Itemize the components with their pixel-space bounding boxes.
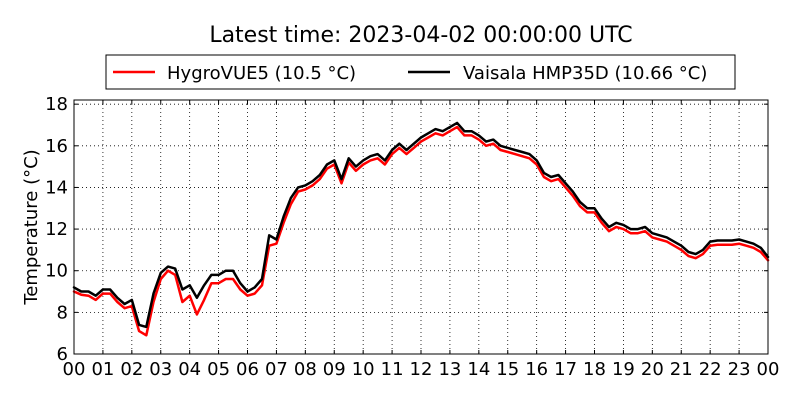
y-tick-label: 14 [45,177,68,198]
x-tick-label: 08 [294,359,317,380]
x-tick-label: 21 [670,359,693,380]
y-tick-label: 12 [45,219,68,240]
y-tick-label: 10 [45,261,68,282]
series-layer [72,121,770,337]
y-tick-label: 8 [57,302,68,323]
x-tick-label: 15 [496,359,519,380]
x-tick-label: 11 [381,359,404,380]
x-tick-label: 06 [236,359,259,380]
y-axis-label: Temperature (°C) [21,149,42,305]
x-tick-label: 00 [757,359,780,380]
x-tick-label: 05 [207,359,230,380]
chart-title: Latest time: 2023-04-02 00:00:00 UTC [209,23,632,48]
x-tick-label: 19 [612,359,635,380]
x-tick-label: 20 [641,359,664,380]
y-tick-labels: 6 8 10 12 14 16 18 [45,94,68,365]
x-tick-label: 14 [467,359,490,380]
y-tick-label: 16 [45,136,68,157]
axis-ticks [73,100,769,355]
legend-label-hygrovue5: HygroVUE5 (10.5 °C) [167,63,356,84]
x-tick-label: 23 [728,359,751,380]
x-tick-label: 03 [149,359,172,380]
x-tick-label: 16 [525,359,548,380]
x-tick-label: 22 [699,359,722,380]
x-tick-labels: 00 01 02 03 04 05 06 07 08 09 10 11 12 13 14 15 16 17 18 19… [63,359,780,380]
x-tick-label: 17 [554,359,577,380]
x-tick-label: 10 [352,359,375,380]
x-tick-label: 02 [120,359,143,380]
x-tick-label: 00 [63,359,86,380]
x-tick-label: 04 [178,359,201,380]
x-tick-label: 01 [91,359,114,380]
x-tick-label: 09 [323,359,346,380]
x-tick-label: 18 [583,359,606,380]
y-tick-label: 6 [57,344,68,365]
series-line-vaisala [72,121,770,329]
y-tick-label: 18 [45,94,68,115]
x-tick-label: 12 [410,359,433,380]
x-tick-label: 13 [438,359,461,380]
series-line-hygrovue5 [72,125,770,337]
x-tick-label: 07 [265,359,288,380]
legend-label-vaisala: Vaisala HMP35D (10.66 °C) [463,63,707,84]
legend: HygroVUE5 (10.5 °C) Vaisala HMP35D (10.6… [105,54,736,90]
